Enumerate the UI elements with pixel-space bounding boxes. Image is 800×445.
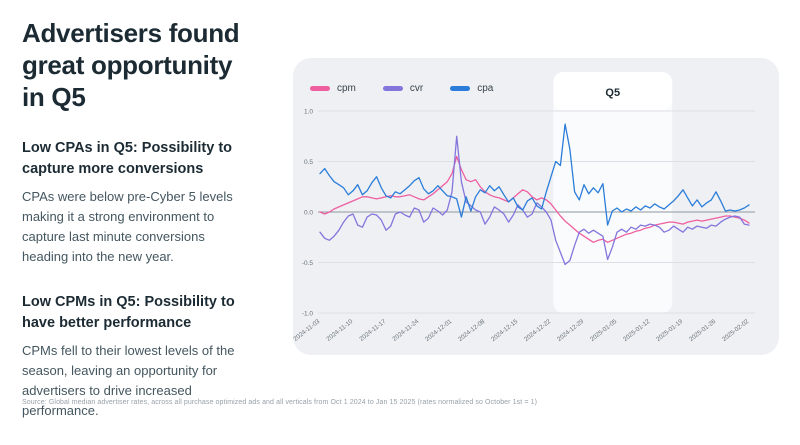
text-column: Advertisers found great opportunity in Q… — [22, 18, 278, 445]
legend-label-cvr: cvr — [409, 83, 424, 94]
cpa-swatch-icon — [450, 86, 471, 91]
x-axis-tick: 2025-01-05 — [589, 318, 619, 343]
series-line-cvr — [319, 135, 750, 266]
chart-legend: cpm cvr cpa — [310, 83, 493, 94]
section-body-cpm: CPMs fell to their lowest levels of the … — [22, 342, 235, 418]
legend-item-cpm[interactable]: cpm — [310, 83, 356, 94]
x-axis-tick: 2024-12-15 — [490, 318, 520, 343]
section-heading-cpa: Low CPAs in Q5: Possibility to capture m… — [22, 139, 233, 177]
x-axis-tick: 2025-01-19 — [655, 318, 685, 343]
series-line-cpm — [319, 155, 750, 243]
x-axis-tick: 2024-11-10 — [325, 318, 354, 343]
x-axis-tick: 2024-12-29 — [556, 318, 586, 343]
cvr-swatch-icon — [382, 86, 403, 91]
y-axis-tick: 1.0 — [304, 108, 313, 115]
x-axis-tick: 2025-02-02 — [721, 318, 751, 343]
section-low-cpas: Low CPAs in Q5: Possibility to capture m… — [22, 138, 278, 268]
section-body-cpa: CPAs were below pre-Cyber 5 levels makin… — [22, 188, 233, 265]
y-axis-tick: -0.5 — [302, 260, 314, 267]
series-line-cpa — [319, 123, 750, 226]
legend-item-cvr[interactable]: cvr — [382, 83, 424, 94]
q5-label-box — [553, 72, 673, 110]
y-axis-tick: 0.0 — [304, 209, 313, 216]
x-axis-tick: 2024-11-17 — [358, 318, 387, 343]
y-axis-tick: -1.0 — [302, 310, 314, 317]
x-axis-tick: 2024-12-08 — [457, 318, 487, 343]
section-low-cpms: Low CPMs in Q5: Possibility to have bett… — [22, 292, 278, 422]
legend-item-cpa[interactable]: cpa — [450, 83, 493, 94]
y-axis-tick: 0.5 — [304, 159, 313, 166]
x-axis-tick: 2025-01-12 — [622, 318, 652, 343]
q5-label: Q5 — [605, 87, 620, 99]
q5-highlight-band — [553, 72, 673, 313]
section-heading-cpm: Low CPMs in Q5: Possibility to have bett… — [22, 293, 235, 331]
legend-label-cpm: cpm — [337, 83, 356, 94]
chart-panel: 1.0 0.5 0.0 -0.5 -1.0 Q5 2024-11-03 2024-11-10 2… — [293, 58, 779, 355]
cpm-swatch-icon — [310, 86, 330, 91]
source-note: Source: Global median advertiser rates, … — [22, 399, 537, 406]
x-axis-tick: 2024-12-01 — [424, 318, 454, 343]
legend-label-cpa: cpa — [477, 83, 494, 94]
x-axis-tick: 2025-01-26 — [688, 318, 718, 343]
x-axis-tick: 2024-12-22 — [523, 318, 553, 343]
page-title: Advertisers found great opportunity in Q… — [22, 18, 240, 112]
x-axis-tick: 2024-11-03 — [293, 318, 322, 343]
x-axis-tick: 2024-11-24 — [391, 318, 420, 343]
